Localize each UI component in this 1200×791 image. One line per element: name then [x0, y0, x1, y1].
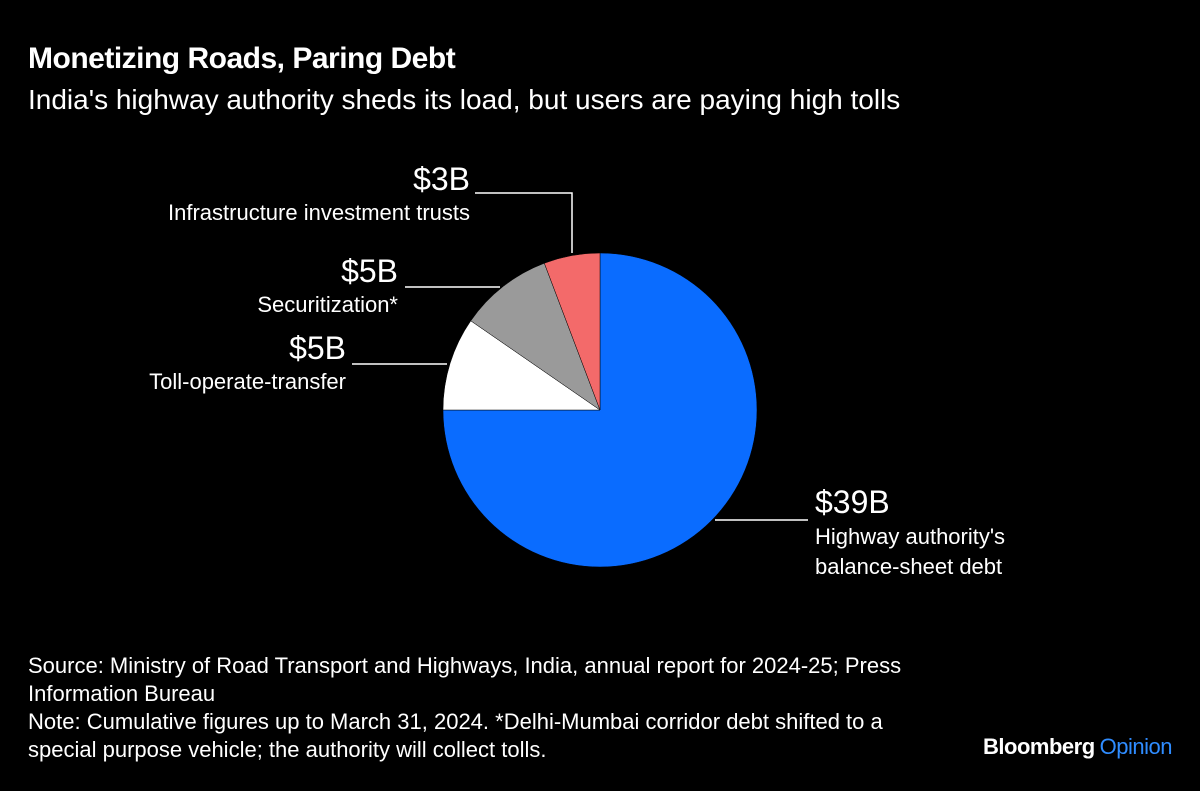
pie-slice: [544, 252, 601, 411]
leader-line: [475, 192, 573, 253]
value-label: $5B: [289, 330, 346, 366]
chart-title: Monetizing Roads, Paring Debt: [28, 42, 456, 75]
chart-subtitle: India's highway authority sheds its load…: [28, 84, 901, 115]
logo: Bloomberg Opinion: [983, 734, 1172, 760]
logo-brand: Bloomberg: [983, 734, 1095, 759]
source-note: Source: Ministry of Road Transport and H…: [28, 653, 902, 706]
footnote: Note: Cumulative figures up to March 31,…: [28, 709, 883, 762]
slice-label: Infrastructure investment trusts: [168, 200, 470, 225]
slice-label: Toll-operate-transfer: [149, 369, 346, 394]
slice-label: Securitization*: [257, 292, 398, 317]
value-label: $39B: [815, 484, 890, 520]
logo-product: Opinion: [1099, 734, 1173, 759]
slice-label: Highway authority's balance-sheet debt: [815, 524, 1006, 579]
pie-slice: [470, 262, 601, 411]
value-label: $3B: [413, 161, 470, 197]
pie-slice: [442, 252, 758, 568]
pie-slice: [442, 320, 601, 411]
value-label: $5B: [341, 253, 398, 289]
